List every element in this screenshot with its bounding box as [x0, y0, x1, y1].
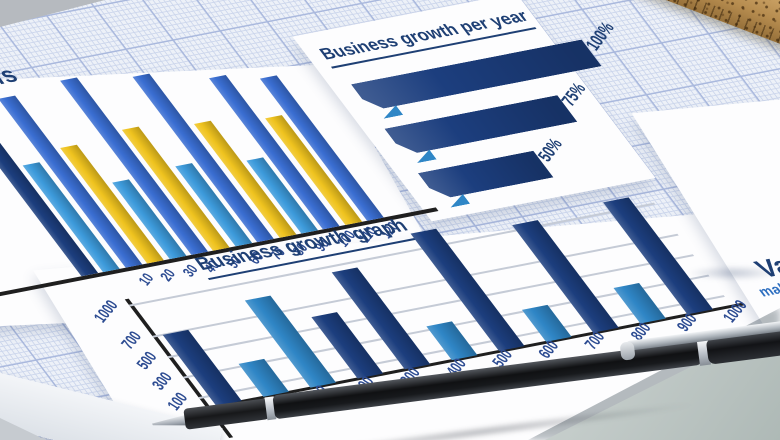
- cube-shadow: [668, 262, 780, 284]
- chart-title: lysis: [0, 61, 24, 96]
- pen-clip-head: [619, 341, 636, 361]
- bar: [522, 305, 572, 342]
- bar: [613, 282, 666, 324]
- x-tick-label: 1000: [719, 297, 751, 326]
- bar: [426, 321, 478, 361]
- pen-grip: [183, 398, 270, 430]
- pen-tip: [151, 414, 188, 429]
- y-tick-label: 1000: [90, 297, 122, 326]
